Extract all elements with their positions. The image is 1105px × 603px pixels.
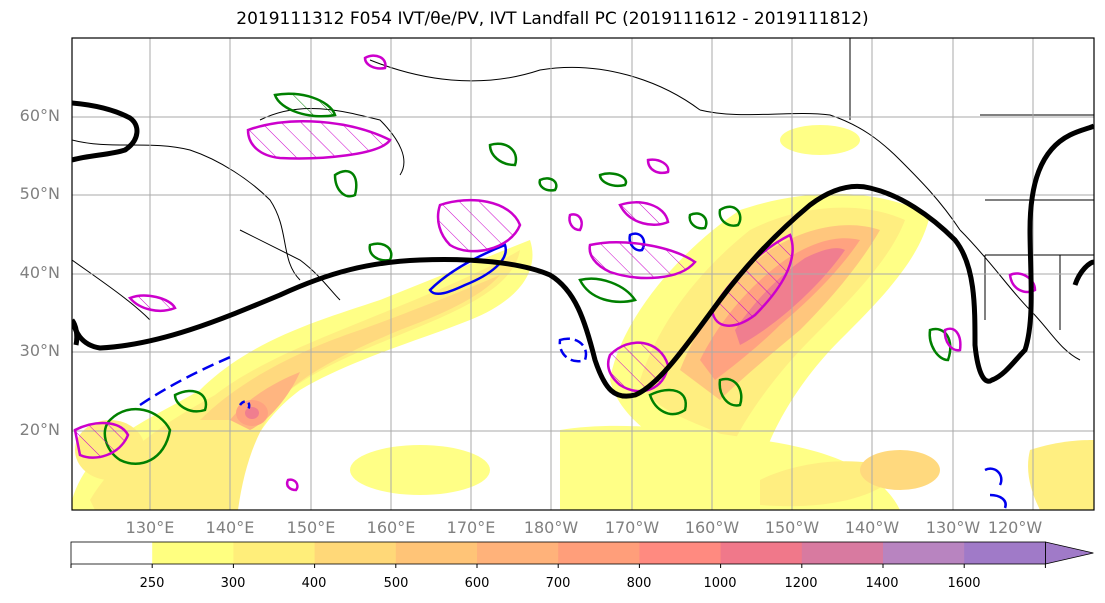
colorbar-label-1000: 1000 — [703, 576, 737, 591]
map-plot-area — [72, 38, 1094, 510]
lat-label-20n: 20°N — [19, 420, 60, 439]
lon-label-180w: 180°W — [523, 518, 579, 537]
colorbar-label-400: 400 — [301, 576, 327, 591]
green-contours — [103, 92, 952, 465]
lat-label-30n: 30°N — [19, 341, 60, 360]
ivt-shading — [72, 125, 1094, 510]
colorbar-segment — [883, 542, 965, 564]
colorbar-label-300: 300 — [220, 576, 246, 591]
colorbar-segment — [801, 542, 884, 564]
lon-label-170w: 170°W — [604, 518, 660, 537]
lon-label-130w: 130°W — [925, 518, 981, 537]
lon-label-170e: 170°E — [446, 518, 496, 537]
colorbar-label-500: 500 — [383, 576, 409, 591]
lon-label-160e: 160°E — [366, 518, 416, 537]
colorbar-label-250: 250 — [139, 576, 165, 591]
colorbar-label-700: 700 — [545, 576, 571, 591]
colorbar-extend-arrow — [1045, 541, 1094, 565]
lon-label-130e: 130°E — [125, 518, 175, 537]
lon-label-150e: 150°E — [286, 518, 336, 537]
colorbar — [70, 541, 1094, 568]
colorbar-segment — [720, 542, 803, 564]
colorbar-segment — [395, 542, 478, 564]
lon-label-150w: 150°W — [764, 518, 820, 537]
lon-label-160w: 160°W — [684, 518, 740, 537]
lat-label-60n: 60°N — [19, 106, 60, 125]
lon-label-140w: 140°W — [844, 518, 900, 537]
colorbar-segment — [558, 542, 640, 564]
magenta-contours — [73, 54, 1037, 492]
theta-e-contours — [72, 100, 1094, 399]
colorbar-segment — [233, 542, 316, 564]
lon-label-140e: 140°E — [205, 518, 255, 537]
map-frame — [71, 37, 1095, 511]
colorbar-label-1200: 1200 — [784, 576, 818, 591]
lat-label-40n: 40°N — [19, 263, 60, 282]
map-title: 2019111312 F054 IVT/θe/PV, IVT Landfall … — [236, 9, 869, 29]
colorbar-label-600: 600 — [464, 576, 490, 591]
gridlines — [72, 38, 1094, 510]
colorbar-segment — [477, 542, 559, 564]
lat-label-50n: 50°N — [19, 184, 60, 203]
colorbar-segment — [639, 542, 722, 564]
colorbar-segment — [152, 542, 234, 564]
colorbar-label-1400: 1400 — [865, 576, 899, 591]
colorbar-label-800: 800 — [626, 576, 652, 591]
colorbar-segment — [71, 542, 153, 564]
colorbar-segment — [964, 542, 1046, 564]
colorbar-segment — [314, 542, 397, 564]
lon-label-120w: 120°W — [987, 518, 1043, 537]
colorbar-label-1600: 1600 — [947, 576, 981, 591]
